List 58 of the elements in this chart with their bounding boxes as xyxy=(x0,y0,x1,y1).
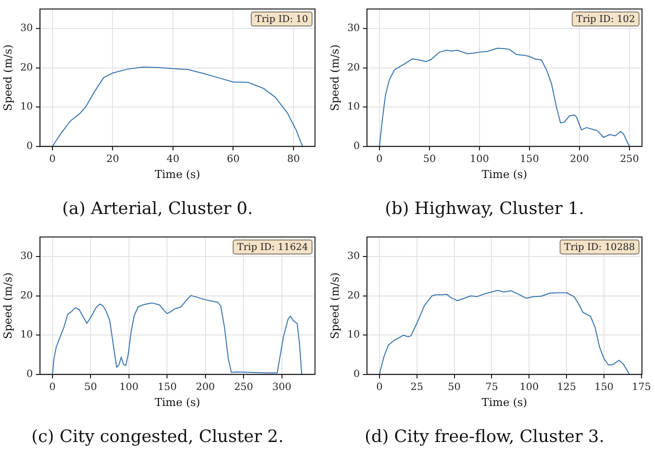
y-tick-label: 30 xyxy=(347,251,360,262)
x-axis-title: Time (s) xyxy=(482,396,528,409)
x-tick-label: 0 xyxy=(376,382,383,393)
y-tick-label: 10 xyxy=(347,330,360,341)
x-tick-label: 0 xyxy=(376,154,383,165)
y-tick-label: 30 xyxy=(20,251,33,262)
y-tick-label: 0 xyxy=(26,140,33,152)
x-tick-label: 100 xyxy=(520,382,539,393)
text: (c) City congested, Cluster 2. xyxy=(31,427,284,448)
x-tick-label: 20 xyxy=(106,154,120,165)
x-axis-title: Time (s) xyxy=(154,396,200,409)
x-tick-label: 75 xyxy=(485,382,498,393)
x-tick-label: 40 xyxy=(166,154,180,165)
y-axis-title: Speed (m/s) xyxy=(328,272,342,339)
x-tick-label: 150 xyxy=(594,382,614,393)
annotation: Trip ID: 102 xyxy=(576,14,636,25)
text: (b) Highway, Cluster 1. xyxy=(384,199,584,220)
y-tick-label: 20 xyxy=(20,290,33,302)
y-tick-label: 20 xyxy=(347,290,360,302)
x-axis-title: Time (s) xyxy=(482,168,528,181)
y-tick-label: 0 xyxy=(354,368,360,380)
y-tick-label: 20 xyxy=(20,62,33,74)
x-tick-label: 50 xyxy=(423,154,436,165)
annotation: Trip ID: 11624 xyxy=(237,242,308,253)
y-tick-label: 10 xyxy=(20,102,33,113)
annotation: Trip ID: 10 xyxy=(255,14,308,25)
y-axis-title: Speed (m/s) xyxy=(1,272,14,339)
y-tick-label: 30 xyxy=(347,23,360,34)
x-tick-label: 100 xyxy=(119,382,138,393)
x-tick-label: 250 xyxy=(620,154,640,165)
x-tick-label: 60 xyxy=(226,154,240,165)
y-tick-label: 20 xyxy=(347,62,360,74)
text: (d) City free-flow, Cluster 3. xyxy=(364,427,604,448)
x-tick-label: 100 xyxy=(470,154,489,165)
y-tick-label: 10 xyxy=(347,102,360,113)
x-tick-label: 0 xyxy=(49,382,56,393)
x-tick-label: 200 xyxy=(570,154,590,165)
x-axis-title: Time (s) xyxy=(154,168,200,181)
x-tick-label: 250 xyxy=(234,382,254,393)
y-axis-title: Speed (m/s) xyxy=(328,44,342,111)
x-tick-label: 80 xyxy=(287,154,300,165)
x-tick-label: 175 xyxy=(632,382,651,393)
x-tick-label: 125 xyxy=(557,382,576,393)
y-axis-title: Speed (m/s) xyxy=(1,44,14,111)
x-tick-label: 150 xyxy=(158,382,177,393)
text: (a) Arterial, Cluster 0. xyxy=(62,199,253,220)
annotation: Trip ID: 10288 xyxy=(564,242,635,253)
x-tick-label: 150 xyxy=(520,154,540,165)
y-tick-label: 0 xyxy=(354,140,360,152)
x-tick-label: 200 xyxy=(196,382,215,393)
y-tick-label: 0 xyxy=(26,368,33,380)
x-tick-label: 50 xyxy=(448,382,461,393)
y-tick-label: 10 xyxy=(20,330,33,341)
y-tick-label: 30 xyxy=(20,23,33,34)
x-tick-label: 0 xyxy=(49,154,56,165)
x-tick-label: 300 xyxy=(272,382,292,393)
x-tick-label: 50 xyxy=(84,382,98,393)
x-tick-label: 25 xyxy=(410,382,424,393)
